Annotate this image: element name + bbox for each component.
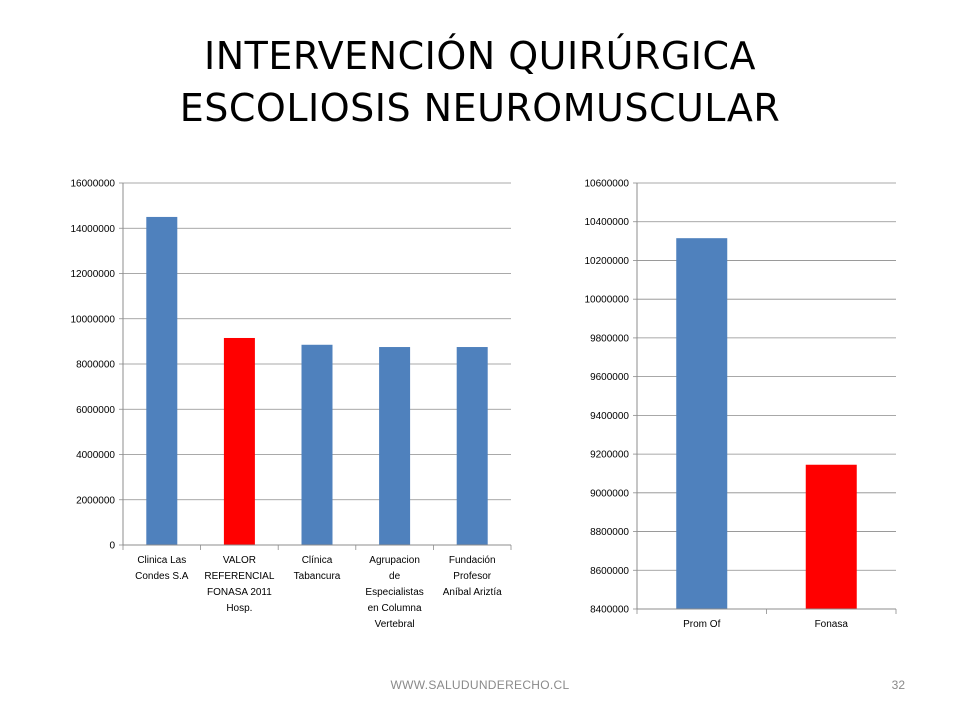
y-tick-label: 9200000 — [590, 450, 629, 461]
x-tick-label: Clínica Tabancura — [294, 555, 341, 582]
x-tick-label: VALOR REFERENCIAL FONASA 2011 Hosp. — [204, 555, 274, 614]
bar — [146, 216, 178, 545]
footer-url: WWW.SALUDUNDERECHO.CL — [390, 678, 570, 692]
chart-0-group: 0 2000000 4000000 6000000 8000000 10000000 120… — [71, 179, 512, 630]
x-tick-label: Fundación Profesor Aníbal Ariztía — [443, 555, 502, 598]
y-tick-label: 9800000 — [590, 333, 629, 344]
y-tick-label: 8400000 — [590, 605, 629, 616]
y-tick-label: 0 — [109, 541, 115, 552]
chart-1-group: 8400000 8600000 8800000 9000000 9200000 94000… — [585, 179, 897, 630]
y-tick-label: 10000000 — [585, 295, 630, 306]
y-tick-label: 16000000 — [71, 179, 116, 190]
y-tick-label: 8800000 — [590, 527, 629, 538]
bar — [676, 238, 728, 609]
y-tick-label: 10000000 — [71, 314, 116, 325]
y-tick-label: 10600000 — [585, 179, 630, 190]
slide-title: INTERVENCIÓN QUIRÚRGICA ESCOLIOSIS NEURO… — [0, 30, 960, 134]
bar — [223, 337, 255, 545]
bar — [379, 347, 411, 545]
y-tick-label: 8000000 — [76, 360, 115, 371]
x-tick-label: Clinica Las Condes S.A — [135, 555, 189, 582]
bar — [805, 464, 857, 609]
x-tick-label: Agrupacion de Especialistas en Columna Verte… — [365, 555, 423, 630]
y-tick-label: 8600000 — [590, 566, 629, 577]
y-tick-label: 10400000 — [585, 217, 630, 228]
y-tick-label: 12000000 — [71, 269, 116, 280]
bar — [301, 344, 333, 545]
y-tick-label: 4000000 — [76, 450, 115, 461]
x-tick-label: Prom Of — [683, 619, 720, 630]
y-tick-label: 14000000 — [71, 224, 116, 235]
title-line-1: INTERVENCIÓN QUIRÚRGICA — [204, 34, 756, 78]
y-tick-label: 2000000 — [76, 495, 115, 506]
y-tick-label: 9000000 — [590, 488, 629, 499]
y-tick-label: 6000000 — [76, 405, 115, 416]
y-tick-label: 10200000 — [585, 256, 630, 267]
y-tick-label: 9600000 — [590, 372, 629, 383]
y-tick-label: 9400000 — [590, 411, 629, 422]
title-line-2: ESCOLIOSIS NEUROMUSCULAR — [179, 86, 781, 130]
bar — [456, 347, 488, 545]
x-tick-label: Fonasa — [815, 619, 849, 630]
page-number: 32 — [891, 678, 905, 692]
